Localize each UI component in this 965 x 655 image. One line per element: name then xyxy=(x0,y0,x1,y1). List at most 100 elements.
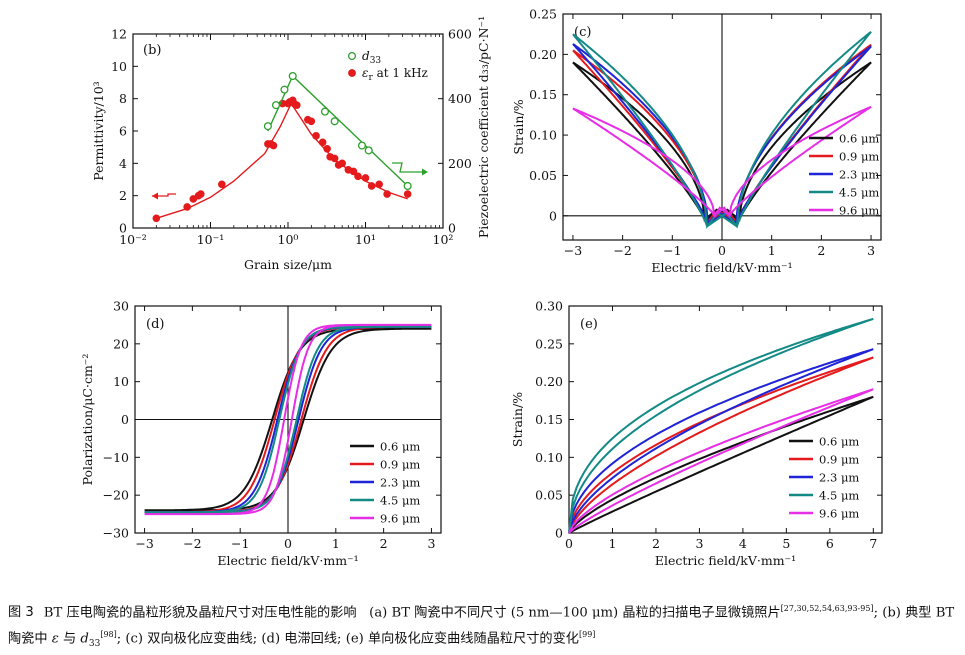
b-point-d33-2 xyxy=(280,85,289,94)
e-x-axis-label: Electric field/kV·mm⁻¹ xyxy=(655,553,796,568)
b-point-er-21 xyxy=(330,154,339,163)
e-panel-label: (e) xyxy=(580,317,598,332)
e-x-tick-label-1: 1 xyxy=(608,536,616,551)
c-y-tick-label-3: 0.15 xyxy=(529,87,557,102)
d-legend-label-4: 9.6 μm xyxy=(380,512,420,526)
b-point-er-31 xyxy=(403,190,412,198)
e-series-4-curve xyxy=(568,388,874,534)
e-legend-label-2: 2.3 μm xyxy=(819,471,859,485)
c-legend-label-2: 2.3 μm xyxy=(839,168,879,182)
b-y-left-tick-label-1: 2 xyxy=(119,188,127,203)
d-legend-label-3: 4.5 μm xyxy=(380,494,420,508)
b-point-er-8 xyxy=(269,141,278,150)
b-point-d33-3 xyxy=(288,71,297,81)
b-legend-label-d33: d33 xyxy=(362,49,381,66)
d-y-tick-label-2: −10 xyxy=(103,450,129,465)
d-x-tick-label-6: 3 xyxy=(427,536,435,551)
b-fit-line-1 xyxy=(267,74,409,187)
b-y-right-axis-label: Piezoelectric coefficient d₃₃/pC·N⁻¹ xyxy=(476,16,491,238)
c-y-tick-label-2: 0.10 xyxy=(529,128,557,143)
b-point-d33-4 xyxy=(320,107,330,116)
b-point-er-14 xyxy=(293,101,301,109)
caption-ref-e: [99] xyxy=(578,630,596,640)
e-series-3-curve xyxy=(568,317,874,534)
e-y-tick-label-5: 0.25 xyxy=(535,336,563,351)
e-y-tick-label-2: 0.10 xyxy=(535,450,563,465)
b-y-right-tick-label-3: 600 xyxy=(448,27,472,42)
c-x-tick-label-3: 0 xyxy=(718,243,726,258)
e-x-tick-label-0: 0 xyxy=(565,536,573,551)
d-y-tick-label-5: 20 xyxy=(113,336,129,351)
c-x-tick-label-1: −2 xyxy=(613,243,631,258)
b-point-d33-0 xyxy=(263,122,272,131)
panel-e: 0 1 2 3 4 5 6 7 0 0.05 0.10 0.15 0.20 0.25 0.30 Electri… xyxy=(510,299,883,568)
caption-part-b: ; (b) 典型 BT 陶瓷中 xyxy=(8,605,955,647)
b-y-left-tick-label-5: 10 xyxy=(111,59,127,74)
c-x-axis-label: Electric field/kV·mm⁻¹ xyxy=(651,260,792,275)
c-legend-label-3: 4.5 μm xyxy=(839,186,879,200)
e-x-tick-label-5: 5 xyxy=(782,536,790,551)
c-x-tick-label-4: 1 xyxy=(768,243,776,258)
c-x-tick-label-6: 3 xyxy=(867,243,875,258)
caption-epsilon: ε xyxy=(51,631,59,647)
e-series-0-curve xyxy=(568,395,874,534)
b-point-er-4 xyxy=(197,190,205,198)
b-point-er-27 xyxy=(361,174,370,182)
b-y-left-tick-label-2: 4 xyxy=(119,156,127,171)
panel-c: −3 −2 −1 0 1 2 3 0 0.05 0.10 0.15 0.20 0.25 Electric … xyxy=(511,7,882,275)
c-x-tick-label-5: 2 xyxy=(817,243,825,258)
b-point-d33-7 xyxy=(364,146,373,155)
c-series-3-curve xyxy=(572,31,872,229)
e-series-2-curve xyxy=(568,348,874,534)
b-y-right-tick-label-0: 0 xyxy=(448,221,456,236)
b-legend-marker-d33 xyxy=(347,51,357,61)
b-x-tick-label-1: 10⁻¹ xyxy=(197,232,225,247)
d-y-tick-label-0: −30 xyxy=(103,526,129,541)
b-point-er-28 xyxy=(367,182,376,190)
e-y-axis-label: Strain/% xyxy=(510,392,525,447)
b-y-left-tick-label-3: 6 xyxy=(119,124,127,139)
b-legend-label-er: εr at 1 kHz xyxy=(362,66,428,83)
e-legend-label-0: 0.6 μm xyxy=(819,435,859,449)
d-y-axis-label: Polarization/μC·cm⁻² xyxy=(80,354,95,486)
e-y-tick-label-3: 0.15 xyxy=(535,412,563,427)
caption-d: d xyxy=(80,631,89,647)
figure-canvas: 10⁻² 10⁻¹ 10⁰ 10¹ 10²0246810120200400600Grai… xyxy=(80,7,883,568)
c-legend-label-0: 0.6 μm xyxy=(839,132,879,146)
b-x-tick-label-0: 10⁻² xyxy=(119,232,147,247)
b-point-er-26 xyxy=(354,172,362,181)
caption-label: 图 3 xyxy=(8,605,34,621)
caption-and: 与 xyxy=(58,631,81,647)
c-y-tick-label-5: 0.25 xyxy=(529,7,557,22)
b-y-left-tick-label-0: 0 xyxy=(119,221,127,236)
b-point-er-29 xyxy=(375,180,383,189)
b-right-axis-arrow-line xyxy=(392,162,426,173)
c-x-tick-label-2: −1 xyxy=(663,243,681,258)
b-point-er-18 xyxy=(318,138,327,147)
caption-ref-b: [98] xyxy=(100,630,117,640)
b-point-er-30 xyxy=(383,190,391,198)
e-y-tick-label-6: 0.30 xyxy=(535,299,563,314)
c-y-tick-label-1: 0.05 xyxy=(529,168,557,183)
b-y-right-tick-label-2: 400 xyxy=(448,91,472,106)
b-point-d33-6 xyxy=(357,141,367,150)
b-y-left-tick-label-4: 8 xyxy=(119,91,127,106)
b-point-d33-5 xyxy=(330,117,339,126)
d-x-tick-label-4: 1 xyxy=(332,536,340,551)
figure-caption: 图 3 BT 压电陶瓷的晶粒形貌及晶粒尺寸对压电性能的影响 (a) BT 陶瓷中不… xyxy=(8,598,958,655)
c-panel-label: (c) xyxy=(574,25,591,40)
d-legend-label-0: 0.6 μm xyxy=(380,440,420,454)
d-x-tick-label-1: −2 xyxy=(183,536,201,551)
d-legend-label-1: 0.9 μm xyxy=(380,458,420,472)
c-y-tick-label-0: 0 xyxy=(549,208,557,223)
d-x-tick-label-2: −1 xyxy=(231,536,249,551)
b-point-er-0 xyxy=(152,214,161,223)
d-panel-label: (d) xyxy=(146,317,164,332)
d-x-axis-label: Electric field/kV·mm⁻¹ xyxy=(217,553,358,568)
d-y-tick-label-6: 30 xyxy=(113,299,129,314)
c-y-axis-label: Strain/% xyxy=(511,99,526,154)
d-x-tick-label-5: 2 xyxy=(380,536,388,551)
caption-part-a: (a) BT 陶瓷中不同尺寸 (5 nm—100 μm) 晶粒的扫描电子显微镜照… xyxy=(369,605,781,621)
b-x-tick-label-4: 10² xyxy=(433,232,454,247)
